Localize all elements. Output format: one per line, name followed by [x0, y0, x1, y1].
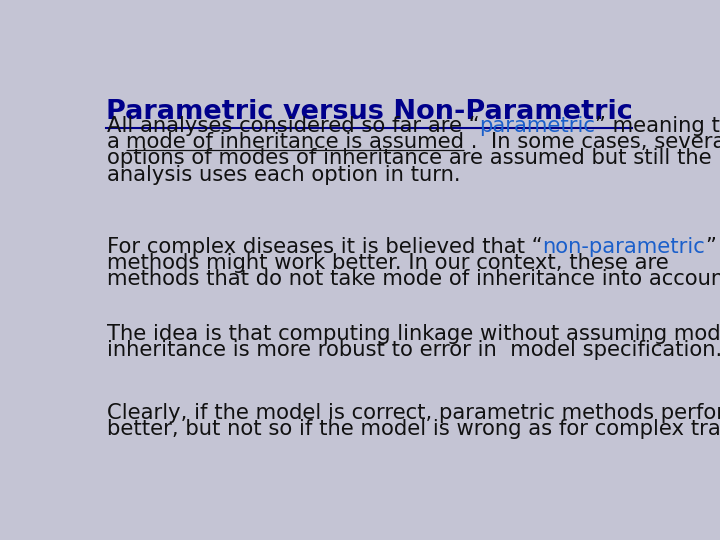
Text: Clearly, if the model is correct, parametric methods perform: Clearly, if the model is correct, parame… — [107, 403, 720, 423]
Text: methods that do not take mode of inheritance into account.: methods that do not take mode of inherit… — [107, 269, 720, 289]
Text: a: a — [107, 132, 127, 152]
Text: All analyses considered so far are “: All analyses considered so far are “ — [107, 116, 480, 136]
Text: ”: ” — [705, 237, 716, 256]
Text: The idea is that computing linkage without assuming mode of: The idea is that computing linkage witho… — [107, 324, 720, 344]
Text: parametric: parametric — [480, 116, 595, 136]
Text: Parametric versus Non-Parametric: Parametric versus Non-Parametric — [106, 99, 632, 125]
Text: inheritance is more robust to error in  model specification.: inheritance is more robust to error in m… — [107, 340, 720, 360]
Text: analysis uses each option in turn.: analysis uses each option in turn. — [107, 165, 460, 185]
Text: methods might work better. In our context, these are: methods might work better. In our contex… — [107, 253, 668, 273]
Text: non-parametric: non-parametric — [542, 237, 705, 256]
Text: For complex diseases it is believed that “: For complex diseases it is believed that… — [107, 237, 542, 256]
Text: mode of inheritance is assumed: mode of inheritance is assumed — [127, 132, 464, 152]
Text: .  In some cases, several: . In some cases, several — [464, 132, 720, 152]
Text: better, but not so if the model is wrong as for complex traits.: better, but not so if the model is wrong… — [107, 419, 720, 439]
Text: options of modes of inheritance are assumed but still the: options of modes of inheritance are assu… — [107, 148, 711, 168]
Text: ” meaning that: ” meaning that — [595, 116, 720, 136]
